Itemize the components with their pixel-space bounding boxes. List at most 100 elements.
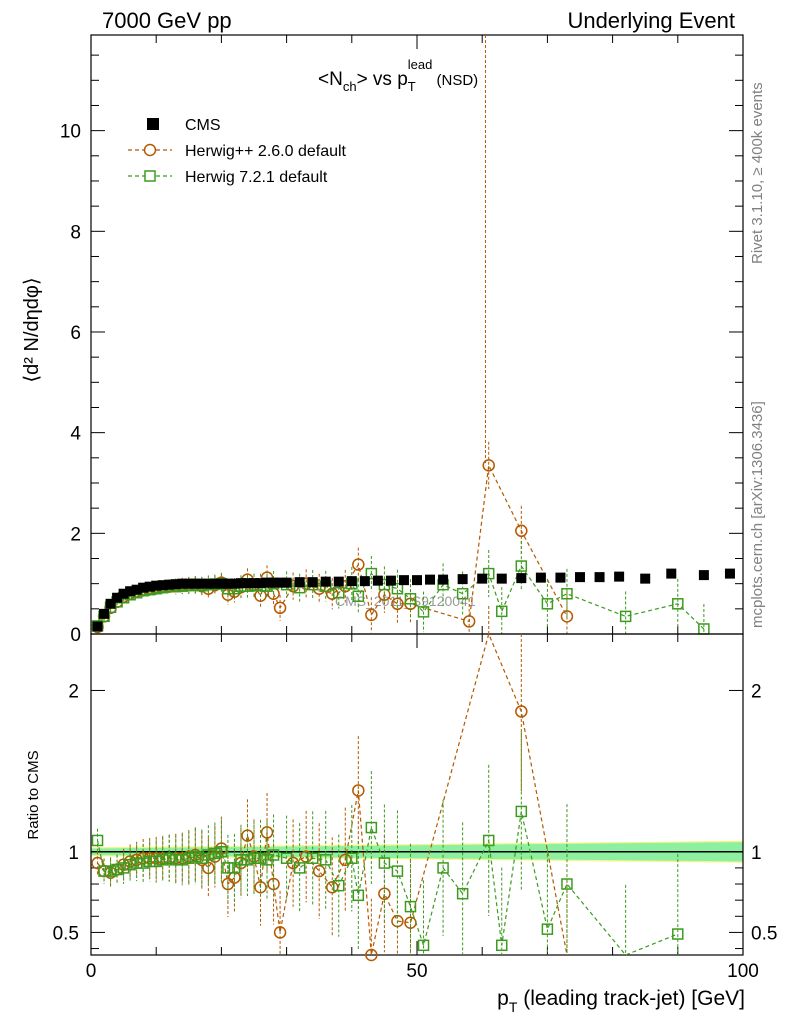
cms-point — [333, 576, 344, 587]
herwig7-point — [515, 560, 528, 572]
legend-cms-marker — [147, 118, 159, 130]
ratio-ytick-label-right: 0.5 — [751, 923, 777, 944]
main-panel: 0 2 4 6 8 10 — [60, 34, 744, 646]
ratio-herwig7-point — [437, 862, 449, 874]
ratio-herwig7-point — [98, 865, 110, 877]
cms-point — [222, 578, 233, 589]
ratio-herwig7-point — [189, 850, 202, 863]
ratio-ytick-label-right: 1 — [751, 843, 762, 864]
herwig7-point — [561, 587, 573, 600]
ratio-herwig7-point — [417, 939, 430, 952]
ratio-herwigpp-point — [273, 926, 287, 939]
cms-point — [372, 575, 383, 586]
ratio-herwig7-point — [404, 900, 417, 913]
ratio-herwig7-point — [170, 854, 182, 866]
ratio-herwig7-point — [228, 862, 241, 874]
x-tick-label: 0 — [86, 961, 97, 982]
ratio-herwig7-point — [293, 862, 306, 874]
ratio-herwig7-point — [333, 879, 345, 892]
legend-herwigpp-marker — [143, 143, 157, 157]
x-axis-label: pT (leading track-jet) [GeV] — [497, 987, 745, 1015]
cms-point — [151, 580, 162, 591]
ratio-herwig7-point — [280, 852, 293, 864]
ratio-herwig7-point — [391, 865, 404, 877]
cms-point — [196, 578, 207, 589]
cms-point — [477, 573, 488, 584]
ratio-herwig7-point — [222, 862, 234, 874]
cms-point — [235, 578, 246, 589]
ratio-herwig7-point — [235, 854, 247, 866]
legend-herwig7-marker — [144, 170, 156, 182]
main-ytick-label: 6 — [70, 323, 81, 344]
cms-point — [164, 579, 175, 590]
ratio-herwigpp-point — [378, 887, 391, 900]
cms-point — [555, 572, 566, 583]
herwig7-point — [391, 582, 404, 595]
header-right: Underlying Event — [567, 8, 735, 33]
ratio-herwig7-line — [96, 811, 679, 956]
ratio-herwig7-point — [130, 857, 143, 869]
ratio-herwigpp-point — [515, 705, 528, 718]
herwigpp-point — [352, 558, 365, 571]
ratio-herwig7-point — [176, 854, 189, 866]
cms-point — [359, 576, 370, 587]
legend-herwigpp-label: Herwig++ 2.6.0 default — [185, 143, 347, 160]
cms-point — [125, 586, 136, 597]
herwigpp-point — [515, 524, 528, 538]
ratio-herwig7-point — [365, 821, 378, 834]
ratio-ytick-label: 2 — [68, 681, 79, 702]
header-left: 7000 GeV pp — [102, 8, 232, 33]
cms-point — [385, 575, 396, 586]
cms-point — [268, 577, 279, 588]
main-ylabel: ⟨d² N/dηdφ⟩ — [21, 277, 43, 382]
main-ytick-label: 4 — [70, 424, 81, 445]
cms-point — [320, 576, 331, 587]
cms-point — [170, 579, 181, 590]
cms-point — [281, 577, 292, 588]
ratio-herwigpp-point — [312, 864, 326, 878]
ratio-herwigpp-point — [325, 881, 339, 894]
herwigpp-point — [273, 601, 287, 615]
herwig7-point — [352, 590, 365, 602]
herwig7-point — [496, 605, 508, 618]
ratio-herwigpp-point — [299, 850, 313, 863]
herwigpp-point — [312, 582, 326, 595]
ratio-herwigpp-point — [91, 856, 104, 870]
cms-point — [190, 578, 201, 589]
cms-point — [294, 577, 305, 588]
ratio-ylabel: Ratio to CMS — [25, 750, 42, 839]
ratio-herwig7-point — [196, 852, 208, 864]
cms-point — [275, 577, 286, 588]
herwig7-point — [365, 567, 378, 580]
cms-point — [118, 588, 129, 599]
ratio-herwig7-point — [672, 928, 684, 940]
herwig7-point — [417, 606, 430, 618]
main-ytick-label: 10 — [60, 122, 81, 143]
ratio-herwig7-point — [215, 846, 228, 858]
main-title: <Nch> vs pTlead (NSD) — [318, 57, 478, 94]
ratio-herwig7-point — [254, 852, 267, 864]
herwig7-point — [404, 593, 417, 605]
cms-point — [535, 572, 546, 583]
ratio-herwigpp-point — [352, 784, 365, 797]
cms-point — [177, 578, 188, 589]
ratio-herwig7-point — [209, 847, 221, 860]
ratio-ytick-label: 1 — [68, 843, 79, 864]
cms-point — [255, 578, 266, 589]
cms-point — [425, 574, 436, 585]
main-ytick-label: 0 — [70, 625, 81, 646]
cms-point — [249, 578, 259, 589]
herwigpp-point — [462, 615, 476, 628]
cms-point — [242, 578, 253, 589]
cms-point — [698, 570, 709, 581]
ratio-ytick-label-right: 2 — [751, 681, 762, 702]
cms-point — [229, 578, 240, 589]
cms-point — [262, 577, 273, 588]
cms-point — [594, 572, 605, 583]
ratio-herwig7-point — [150, 855, 162, 868]
cms-point — [203, 578, 214, 589]
cms-point — [438, 574, 449, 585]
ratio-herwig7-point — [352, 889, 365, 902]
cms-point — [496, 573, 507, 584]
ratio-herwig7-point — [183, 852, 195, 864]
